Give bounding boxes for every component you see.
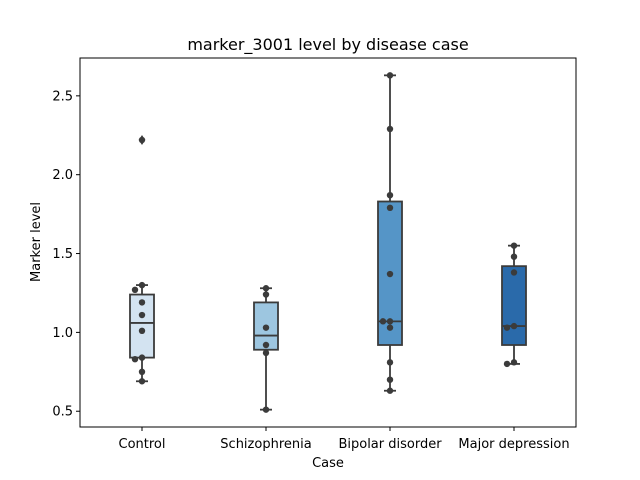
data-point	[138, 136, 146, 144]
data-point	[138, 368, 146, 376]
data-point	[138, 281, 146, 289]
data-point	[138, 378, 146, 385]
data-point	[386, 270, 394, 278]
data-point	[138, 327, 146, 335]
data-point	[386, 359, 394, 366]
data-point	[262, 285, 270, 292]
y-tick-label: 1.5	[52, 247, 73, 262]
box-group-major-depression	[501, 244, 527, 365]
data-point	[131, 355, 139, 363]
y-tick-label: 1.0	[52, 326, 73, 341]
x-tick-label: Bipolar disorder	[338, 437, 442, 452]
data-point	[386, 376, 394, 383]
plot-area	[129, 72, 527, 413]
y-tick-label: 2.5	[52, 89, 73, 104]
data-point	[386, 387, 394, 394]
data-point	[262, 406, 270, 413]
data-point	[138, 299, 146, 306]
data-point	[386, 204, 394, 212]
data-point	[503, 360, 511, 368]
data-point	[262, 291, 270, 298]
data-point	[262, 341, 270, 349]
data-point	[510, 242, 518, 249]
data-point	[386, 191, 394, 199]
data-point	[379, 318, 387, 325]
data-point	[386, 72, 394, 79]
x-tick-label: Control	[119, 437, 166, 452]
y-tick-label: 2.0	[52, 168, 73, 183]
data-point	[138, 311, 146, 319]
data-point	[262, 349, 270, 357]
data-point	[503, 324, 511, 331]
data-point	[386, 125, 394, 133]
box-group-schizophrenia	[253, 287, 279, 411]
data-point	[510, 253, 518, 260]
data-point	[386, 324, 394, 331]
data-point	[386, 318, 394, 325]
box-group-control	[129, 135, 155, 383]
plot-frame	[79, 57, 577, 428]
box-group-bipolar-disorder	[377, 74, 403, 392]
y-axis-label: Marker level	[29, 202, 44, 282]
data-point	[510, 269, 518, 276]
box	[501, 265, 527, 346]
data-point	[510, 359, 518, 366]
chart-title: marker_3001 level by disease case	[187, 35, 468, 55]
data-point	[510, 322, 518, 330]
data-point	[138, 354, 146, 361]
x-tick-label: Schizophrenia	[220, 437, 311, 452]
data-point	[262, 324, 270, 331]
data-point	[131, 286, 139, 294]
y-tick-label: 0.5	[52, 405, 73, 420]
x-axis-label: Case	[312, 456, 344, 471]
x-tick-label: Major depression	[458, 437, 569, 452]
